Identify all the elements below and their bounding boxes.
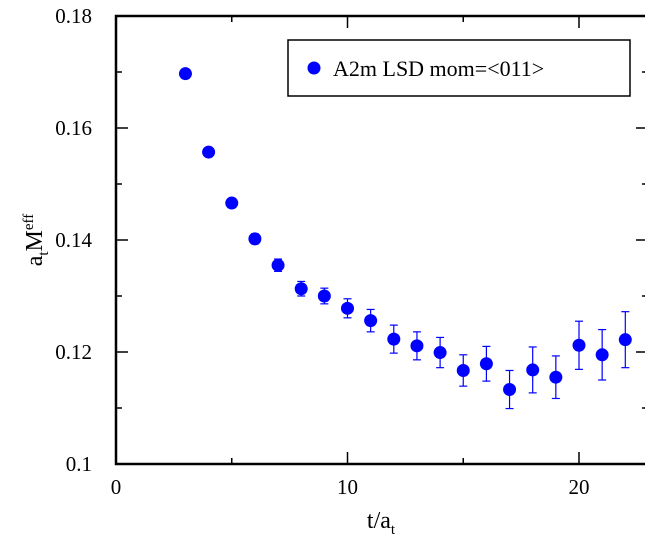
- y-tick-label: 0.12: [55, 340, 92, 364]
- x-tick-label: 0: [111, 475, 122, 499]
- data-point: [526, 363, 540, 377]
- y-tick-label: 0.1: [66, 452, 92, 476]
- data-point: [225, 196, 239, 210]
- data-point: [479, 357, 493, 371]
- legend-marker: [307, 61, 321, 75]
- data-point: [341, 301, 354, 315]
- x-tick-label: 20: [569, 475, 590, 499]
- data-point: [456, 363, 470, 377]
- y-tick-label: 0.14: [55, 228, 92, 252]
- data-point: [595, 348, 609, 362]
- data-point: [294, 282, 308, 296]
- x-tick-label: 10: [337, 475, 358, 499]
- legend-box: [287, 39, 631, 97]
- tick-labels: 0 10 20 0.1 0.12 0.14 0.16 0.18: [55, 4, 589, 499]
- data-point: [503, 383, 517, 397]
- x-axis-title: t/at: [367, 508, 396, 538]
- data-point: [364, 314, 378, 328]
- y-tick-label: 0.16: [55, 116, 92, 140]
- data-point: [549, 370, 563, 384]
- data-point: [248, 232, 262, 246]
- data-point: [202, 145, 216, 159]
- data-point: [387, 332, 401, 346]
- data-point: [433, 346, 447, 360]
- data-point: [271, 258, 285, 272]
- data-point: [410, 339, 424, 353]
- data-points: [178, 67, 632, 397]
- legend: A2m LSD mom=<011>: [287, 39, 631, 97]
- data-point: [618, 333, 632, 347]
- y-axis-title: atMeff: [21, 214, 52, 267]
- data-point: [178, 67, 192, 81]
- data-point: [572, 338, 586, 352]
- legend-label: A2m LSD mom=<011>: [333, 56, 544, 81]
- data-point: [317, 289, 331, 303]
- y-tick-label: 0.18: [55, 4, 92, 28]
- axis-ticks: [115, 15, 645, 465]
